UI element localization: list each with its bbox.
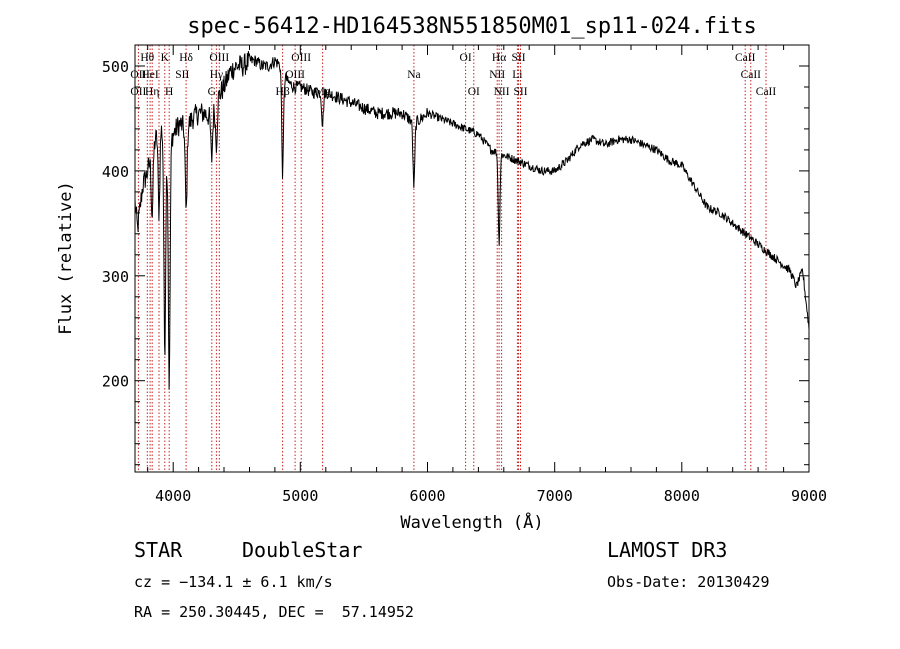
line-label-4: Hη xyxy=(145,86,159,98)
x-tick-label: 6000 xyxy=(409,487,445,505)
line-label-6: SII xyxy=(175,69,189,81)
y-tick-label: 500 xyxy=(102,58,129,76)
y-axis-label: Flux (relative) xyxy=(56,181,76,335)
line-label-12: OIII xyxy=(291,52,311,64)
y-tick-label: 300 xyxy=(102,268,129,286)
y-tick-label: 200 xyxy=(102,373,129,391)
plot-frame xyxy=(134,44,810,473)
chart-title: spec-56412-HD164538N551850M01_sp11-024.f… xyxy=(187,14,757,39)
line-label-1: OII xyxy=(130,69,146,81)
line-label-22: SII xyxy=(511,52,525,64)
coordinates: RA = 250.30445, DEC = 57.14952 xyxy=(134,603,414,621)
x-axis-label: Wavelength (Å) xyxy=(400,511,543,533)
line-label-2: HeI xyxy=(141,69,158,81)
object-class: STAR xyxy=(134,538,183,562)
line-label-3: OII xyxy=(130,86,146,98)
line-label-21: NII xyxy=(494,86,510,98)
line-label-5: K xyxy=(161,52,170,64)
line-label-0: Hθ xyxy=(140,52,154,64)
line-label-18: OI xyxy=(468,86,480,98)
line-label-26: CaII xyxy=(741,69,762,81)
x-tick-label: 5000 xyxy=(282,487,318,505)
line-label-9: OIII xyxy=(209,52,229,64)
x-tick-label: 9000 xyxy=(791,487,827,505)
object-subclass: DoubleStar xyxy=(242,538,363,562)
observation-date: Obs-Date: 20130429 xyxy=(607,573,770,591)
x-tick-label: 7000 xyxy=(537,487,573,505)
line-label-19: Hα xyxy=(492,52,506,64)
x-tick-label: 8000 xyxy=(664,487,700,505)
line-label-7: H xyxy=(165,86,173,98)
line-label-23: Li xyxy=(512,69,522,81)
line-label-15: Mg xyxy=(315,86,331,98)
line-label-13: OIII xyxy=(285,69,305,81)
line-label-14: Hβ xyxy=(276,86,290,98)
line-label-10: Hγ xyxy=(210,69,223,81)
line-label-27: CaII xyxy=(756,86,777,98)
spectrum-line xyxy=(134,51,810,390)
survey-name: LAMOST DR3 xyxy=(607,538,728,562)
line-label-11: G xyxy=(208,86,216,98)
line-label-8: Hδ xyxy=(179,52,193,64)
x-tick-label: 4000 xyxy=(155,487,191,505)
line-label-17: OI xyxy=(460,52,472,64)
line-label-24: SII xyxy=(513,86,527,98)
redshift-velocity: cz = −134.1 ± 6.1 km/s xyxy=(134,573,333,591)
line-label-20: NII xyxy=(489,69,505,81)
y-tick-label: 400 xyxy=(102,163,129,181)
line-label-16: Na xyxy=(407,69,420,81)
line-label-25: CaII xyxy=(735,52,756,64)
